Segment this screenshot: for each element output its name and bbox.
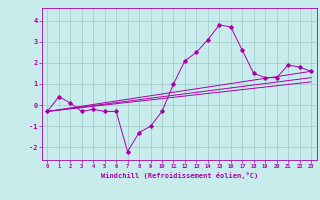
X-axis label: Windchill (Refroidissement éolien,°C): Windchill (Refroidissement éolien,°C) (100, 172, 258, 179)
